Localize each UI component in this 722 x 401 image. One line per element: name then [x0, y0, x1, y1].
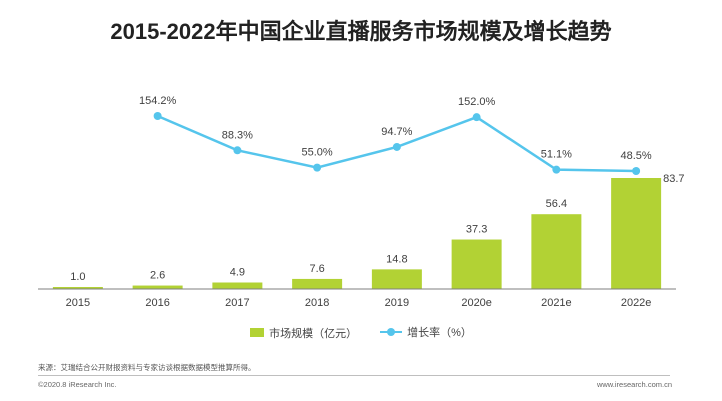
bar-label-2020e: 37.3 [466, 224, 487, 236]
x-tick-2021e: 2021e [541, 297, 572, 309]
footer-divider [38, 375, 670, 376]
website-link[interactable]: www.iresearch.com.cn [596, 380, 672, 389]
legend-item-bar: 市场规模（亿元） [250, 325, 357, 341]
bar-label-2018: 7.6 [309, 263, 324, 275]
legend-label-bar: 市场规模（亿元） [269, 327, 358, 340]
growth-label-2019: 94.7% [381, 126, 412, 138]
bar-label-2017: 4.9 [230, 267, 245, 279]
growth-label-2021e: 51.1% [541, 149, 572, 161]
bar-label-2022e: 83.7 [663, 173, 684, 185]
bar-2022e [611, 178, 662, 289]
bar-2018 [292, 278, 343, 289]
bar-label-2019: 14.8 [386, 253, 407, 265]
bar-label-2016: 2.6 [150, 270, 165, 282]
chart-title: 2015-2022年中国企业直播服务市场规模及增长趋势 [110, 19, 612, 44]
growth-label-2020e: 152.0% [458, 96, 496, 108]
growth-label-2016: 154.2% [139, 95, 177, 107]
growth-label-2018: 55.0% [302, 147, 333, 159]
bar-2016 [132, 285, 183, 289]
copyright: ©2020.8 iResearch Inc. [38, 380, 117, 389]
growth-point-2019 [392, 142, 401, 151]
legend-swatch-bar [250, 328, 265, 337]
line-layer [153, 112, 641, 175]
growth-point-2022e [632, 167, 641, 175]
x-tick-2018: 2018 [305, 297, 329, 309]
growth-point-2020e [472, 113, 481, 122]
growth-point-2021e [552, 165, 561, 174]
legend: 市场规模（亿元） 增长率（%） [0, 324, 722, 341]
bar-label-2015: 1.0 [70, 271, 85, 283]
bar-label-2021e: 56.4 [546, 198, 567, 210]
chart-plot: 1.0 2.6 4.9 7.6 14.8 37.3 56.4 83.7 154.2% 88.3% 5… [38, 95, 685, 309]
source-note: 来源：艾瑞结合公开财报资料与专家访谈根据数据模型推算所得。 [38, 363, 256, 372]
x-tick-2020e: 2020e [461, 297, 492, 309]
bar-2020e [451, 239, 502, 289]
growth-label-2017: 88.3% [222, 129, 253, 141]
x-tick-2016: 2016 [145, 297, 169, 309]
bar-2019 [371, 269, 422, 289]
bar-2017 [212, 282, 263, 289]
growth-point-2018 [313, 163, 322, 172]
legend-label-line: 增长率（%） [407, 327, 472, 339]
legend-swatch-line [380, 327, 403, 337]
bar-2021e [531, 214, 582, 289]
growth-point-2016 [153, 112, 162, 120]
labels-layer: 1.0 2.6 4.9 7.6 14.8 37.3 56.4 83.7 154.2% 88.3% 5… [70, 95, 684, 283]
growth-label-2022e: 48.5% [621, 150, 652, 162]
x-tick-2017: 2017 [225, 297, 249, 309]
growth-point-2017 [233, 146, 242, 155]
legend-item-line: 增长率（%） [380, 324, 472, 340]
x-tick-2019: 2019 [385, 297, 409, 309]
bars-layer [52, 178, 662, 289]
bar-2015 [52, 287, 103, 289]
x-tick-2015: 2015 [66, 297, 90, 309]
x-tick-2022e: 2022e [621, 297, 652, 309]
ticks-layer: 2015 2016 2017 2018 2019 2020e 2021e 2022e [66, 297, 652, 309]
